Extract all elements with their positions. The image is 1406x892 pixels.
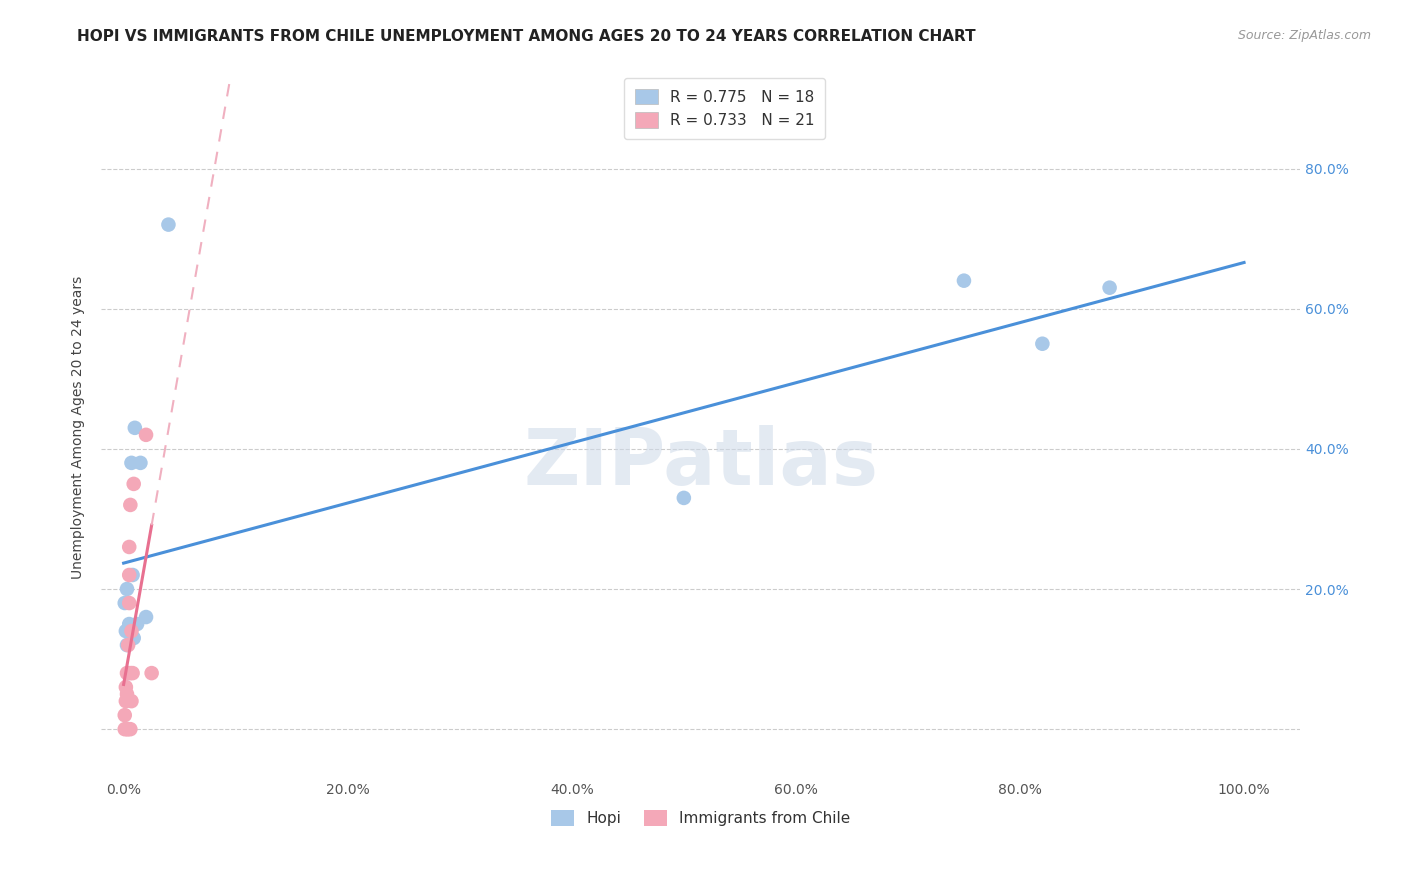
Point bbox=[129, 456, 152, 470]
Point bbox=[117, 722, 139, 736]
Point bbox=[115, 666, 138, 681]
Point bbox=[124, 421, 146, 435]
Y-axis label: Unemployment Among Ages 20 to 24 years: Unemployment Among Ages 20 to 24 years bbox=[72, 277, 86, 580]
Point bbox=[157, 218, 180, 232]
Point bbox=[115, 582, 138, 596]
Point bbox=[115, 638, 138, 652]
Text: Source: ZipAtlas.com: Source: ZipAtlas.com bbox=[1237, 29, 1371, 43]
Point bbox=[115, 624, 138, 638]
Point bbox=[118, 596, 141, 610]
Point bbox=[121, 624, 143, 638]
Point bbox=[118, 540, 141, 554]
Point bbox=[118, 617, 141, 632]
Point bbox=[120, 498, 142, 512]
Point bbox=[121, 666, 143, 681]
Point bbox=[115, 680, 138, 694]
Point bbox=[121, 456, 143, 470]
Point bbox=[672, 491, 695, 505]
Point bbox=[1031, 336, 1053, 351]
Point bbox=[117, 638, 139, 652]
Point bbox=[117, 666, 139, 681]
Point bbox=[115, 687, 138, 701]
Point bbox=[118, 568, 141, 582]
Point bbox=[120, 666, 142, 681]
Point bbox=[121, 694, 143, 708]
Point bbox=[135, 427, 157, 442]
Text: HOPI VS IMMIGRANTS FROM CHILE UNEMPLOYMENT AMONG AGES 20 TO 24 YEARS CORRELATION: HOPI VS IMMIGRANTS FROM CHILE UNEMPLOYME… bbox=[77, 29, 976, 45]
Point bbox=[135, 610, 157, 624]
Text: ZIPatlas: ZIPatlas bbox=[523, 425, 879, 501]
Point bbox=[122, 476, 145, 491]
Point bbox=[141, 666, 163, 681]
Point bbox=[114, 708, 136, 723]
Point bbox=[120, 722, 142, 736]
Point bbox=[125, 617, 148, 632]
Point bbox=[115, 722, 138, 736]
Legend: Hopi, Immigrants from Chile: Hopi, Immigrants from Chile bbox=[543, 803, 858, 834]
Point bbox=[122, 631, 145, 645]
Point bbox=[1098, 281, 1121, 295]
Point bbox=[121, 568, 143, 582]
Point bbox=[114, 722, 136, 736]
Point bbox=[953, 274, 976, 288]
Point bbox=[114, 596, 136, 610]
Point bbox=[115, 694, 138, 708]
